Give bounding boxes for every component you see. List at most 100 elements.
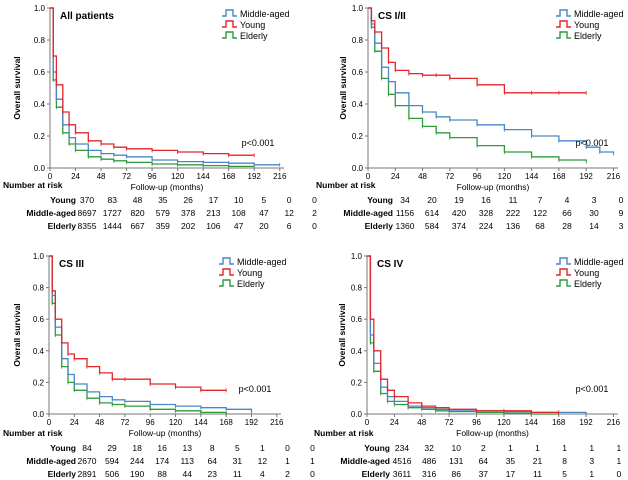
x-tick-label: 168 — [552, 418, 566, 427]
at-risk-value: 579 — [156, 208, 170, 218]
at-risk-value: 1727 — [103, 208, 122, 218]
at-risk-value: 26 — [183, 195, 193, 205]
at-risk-group-label: Young — [367, 195, 393, 205]
x-tick-label: 0 — [48, 172, 53, 181]
x-axis-label: Follow-up (months) — [129, 428, 202, 438]
at-risk-group-label: Young — [364, 443, 390, 453]
survival-panel: 0.00.20.40.60.81.00 24 48 72 96 120 144 168 192 2… — [3, 252, 315, 479]
at-risk-value: 420 — [452, 208, 466, 218]
panel-title: All patients — [60, 11, 114, 22]
at-risk-value: 0 — [285, 443, 290, 453]
legend-swatch — [556, 257, 571, 265]
y-tick-label: 0.4 — [33, 347, 45, 356]
y-tick-label: 0.2 — [352, 132, 364, 141]
at-risk-value: 86 — [451, 469, 461, 479]
x-tick-label: 48 — [417, 418, 426, 427]
y-tick-label: 0.6 — [34, 68, 46, 77]
p-value-annotation: p<0.001 — [576, 138, 609, 148]
at-risk-value: 18 — [132, 443, 142, 453]
at-risk-value: 174 — [155, 456, 169, 466]
legend-label: Young — [237, 268, 262, 278]
at-risk-value: 106 — [206, 221, 220, 231]
x-tick-label: 24 — [70, 418, 79, 427]
at-risk-value: 11 — [509, 195, 518, 205]
at-risk-value: 1444 — [103, 221, 122, 231]
y-tick-label: 0.8 — [351, 284, 363, 293]
x-axis-label: Follow-up (months) — [457, 182, 530, 192]
at-risk-value: 47 — [259, 208, 269, 218]
survival-curve-young — [49, 255, 227, 391]
survival-curve-middle-aged — [367, 255, 587, 414]
at-risk-group-label: Elderly — [48, 469, 77, 479]
at-risk-value: 244 — [130, 456, 144, 466]
at-risk-value: 12 — [284, 208, 294, 218]
at-risk-value: 1156 — [396, 208, 415, 218]
survival-panel: 0.00.20.40.60.81.00 24 48 72 96 120 144 168 192 2… — [314, 252, 624, 479]
y-axis-label: Overall survival — [338, 56, 348, 119]
at-risk-value: 23 — [208, 469, 218, 479]
at-risk-value: 20 — [427, 195, 437, 205]
y-tick-label: 0.6 — [33, 315, 45, 324]
x-axis-label: Follow-up (months) — [456, 428, 529, 438]
y-tick-label: 0.0 — [34, 164, 46, 173]
at-risk-value: 1 — [562, 443, 567, 453]
at-risk-value: 370 — [80, 195, 94, 205]
at-risk-group-label: Elderly — [48, 221, 77, 231]
at-risk-group-label: Middle-aged — [26, 208, 76, 218]
y-tick-label: 0.8 — [34, 36, 46, 45]
legend-swatch — [219, 268, 234, 276]
y-tick-label: 0.6 — [351, 315, 363, 324]
at-risk-value: 1 — [589, 469, 594, 479]
x-tick-label: 0 — [366, 172, 371, 181]
at-risk-value: 7 — [538, 195, 543, 205]
legend-label: Elderly — [240, 31, 268, 41]
at-risk-value: 16 — [157, 443, 167, 453]
p-value-annotation: p<0.001 — [242, 138, 275, 148]
at-risk-value: 224 — [479, 221, 493, 231]
at-risk-value: 4 — [565, 195, 570, 205]
x-tick-label: 72 — [445, 172, 454, 181]
at-risk-value: 3 — [619, 221, 624, 231]
y-axis-label: Overall survival — [337, 303, 347, 366]
at-risk-value: 1 — [616, 443, 621, 453]
legend-label: Elderly — [574, 31, 602, 41]
x-tick-label: 120 — [497, 418, 511, 427]
at-risk-value: 11 — [233, 469, 242, 479]
x-tick-label: 120 — [498, 172, 512, 181]
at-risk-value: 108 — [232, 208, 246, 218]
x-tick-label: 96 — [473, 172, 482, 181]
y-tick-label: 0.4 — [352, 100, 364, 109]
at-risk-value: 17 — [506, 469, 516, 479]
at-risk-value: 16 — [481, 195, 491, 205]
at-risk-value: 5 — [262, 195, 267, 205]
at-risk-value: 113 — [180, 456, 194, 466]
at-risk-value: 9 — [619, 208, 624, 218]
at-risk-value: 64 — [479, 456, 489, 466]
x-tick-label: 120 — [171, 172, 185, 181]
at-risk-value: 234 — [395, 443, 409, 453]
legend-label: Elderly — [237, 279, 265, 289]
at-risk-value: 48 — [133, 195, 143, 205]
legend-label: Middle-aged — [574, 257, 624, 267]
y-axis-label: Overall survival — [12, 56, 22, 119]
y-tick-label: 0.0 — [352, 164, 364, 173]
x-tick-label: 48 — [418, 172, 427, 181]
x-tick-label: 168 — [552, 172, 566, 181]
y-tick-label: 1.0 — [351, 252, 363, 261]
at-risk-value: 8 — [562, 456, 567, 466]
at-risk-value: 47 — [234, 221, 244, 231]
at-risk-title: Number at risk — [316, 180, 376, 190]
x-axis-label: Follow-up (months) — [131, 182, 204, 192]
panel-title: CS IV — [377, 259, 403, 270]
legend-swatch — [219, 257, 234, 265]
at-risk-value: 13 — [182, 443, 192, 453]
y-tick-label: 0.8 — [33, 284, 45, 293]
legend-label: Middle-aged — [574, 9, 624, 19]
survival-curve-young — [367, 255, 559, 414]
at-risk-value: 83 — [108, 195, 118, 205]
at-risk-value: 506 — [105, 469, 119, 479]
p-value-annotation: p<0.001 — [239, 384, 272, 394]
at-risk-value: 2 — [312, 208, 317, 218]
at-risk-value: 0 — [287, 195, 292, 205]
at-risk-value: 136 — [506, 221, 520, 231]
